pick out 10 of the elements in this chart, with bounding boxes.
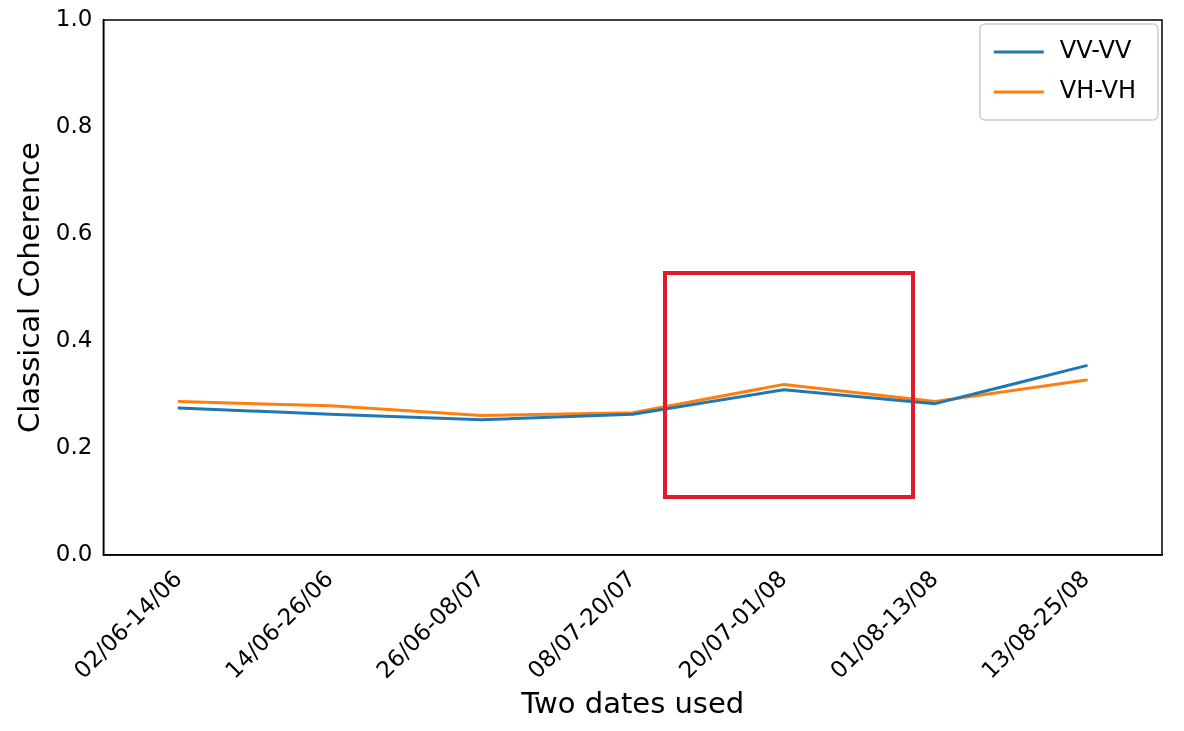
y-tick-label: 0.6 — [55, 219, 93, 245]
y-tick-label: 1.0 — [55, 4, 93, 31]
x-axis-title: Two dates used — [520, 686, 745, 721]
y-tick-label: 0.2 — [55, 433, 93, 460]
y-tick-label: 0.8 — [55, 111, 93, 138]
legend-label: VH-VH — [1059, 76, 1136, 105]
y-tick-label: 0.0 — [55, 540, 93, 567]
y-axis-title: Classical Coherence — [11, 142, 46, 433]
y-tick-label: 0.4 — [55, 326, 93, 353]
legend-label: VV-VV — [1059, 36, 1132, 65]
